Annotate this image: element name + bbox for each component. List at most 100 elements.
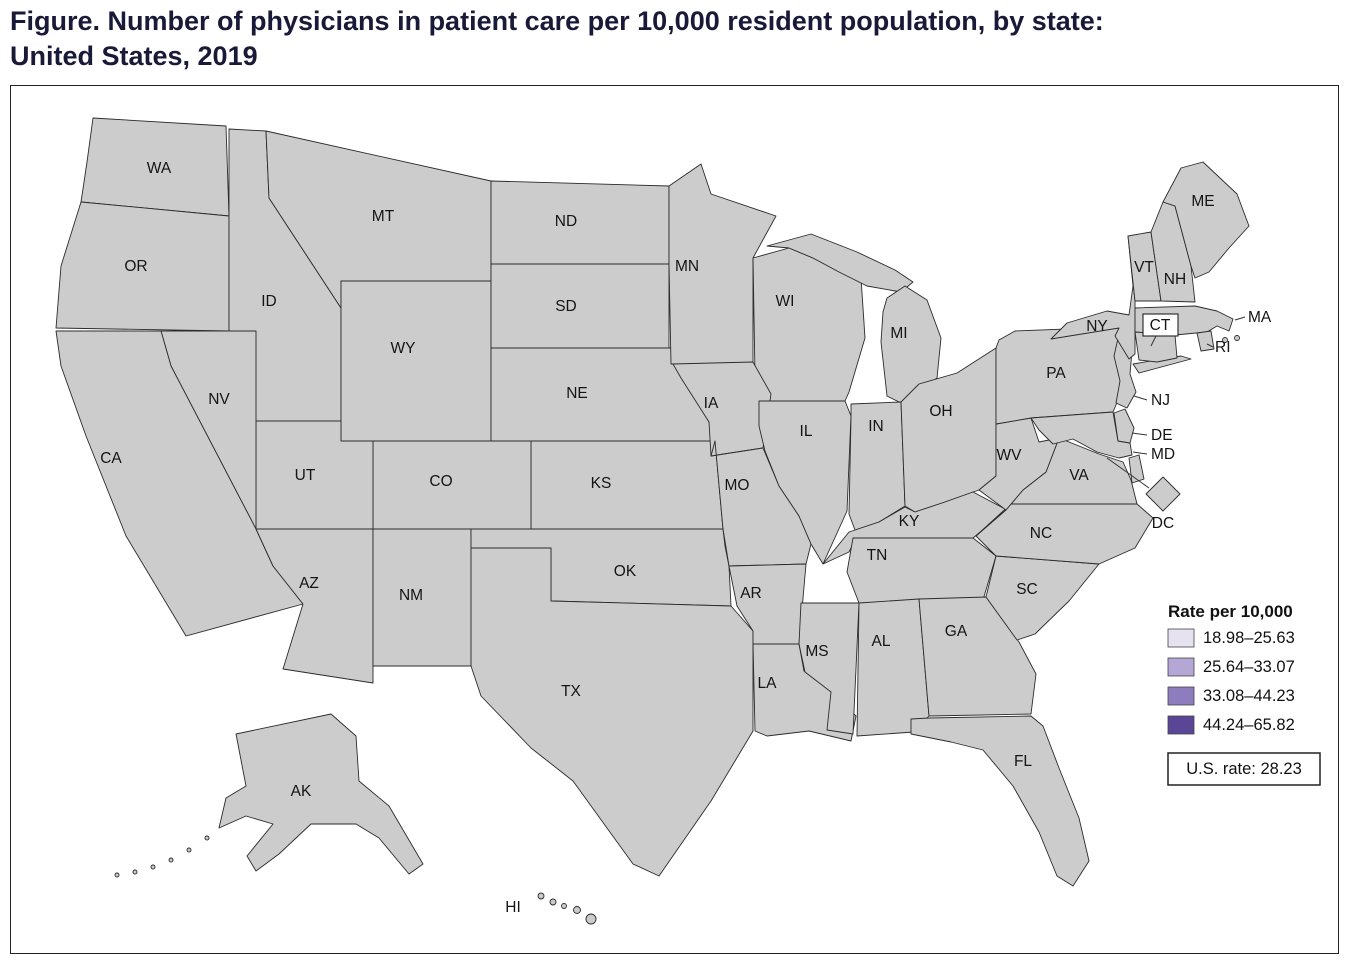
state-label-id: ID <box>261 293 277 310</box>
state-ak-aleutian-4 <box>150 864 156 870</box>
state-label-ok: OK <box>614 563 637 580</box>
state-label-de: DE <box>1151 427 1173 444</box>
state-dc-diamond <box>1145 476 1181 512</box>
legend-label-2: 25.64–33.07 <box>1203 658 1295 676</box>
state-label-ga: GA <box>945 623 968 640</box>
state-labels: WA OR CA NV ID MT WY UT AZ CO NM ND SD N… <box>100 160 1272 916</box>
state-label-ks: KS <box>591 475 612 492</box>
ct-label-box <box>1142 313 1179 337</box>
state-sd <box>490 263 670 349</box>
figure-title-line1: Figure. Number of physicians in patient … <box>10 6 1104 36</box>
state-label-la: LA <box>758 675 778 692</box>
state-ak-aleutian-1 <box>204 835 210 841</box>
state-wy <box>340 280 492 442</box>
state-hi-island-1 <box>537 892 545 900</box>
state-label-nv: NV <box>208 391 230 408</box>
leader-dc <box>1106 457 1150 489</box>
state-label-mo: MO <box>725 477 750 494</box>
state-ri <box>1196 330 1215 352</box>
state-label-ak: AK <box>291 783 312 800</box>
state-label-or: OR <box>124 258 147 275</box>
state-label-nc: NC <box>1030 525 1052 542</box>
state-label-ms: MS <box>805 643 828 660</box>
state-me <box>1162 161 1250 279</box>
us-choropleth-map: WA OR CA NV ID MT WY UT AZ CO NM ND SD N… <box>55 117 1321 925</box>
state-label-wy: WY <box>391 340 416 357</box>
figure-title-line2: United States, 2019 <box>10 40 258 71</box>
state-label-az: AZ <box>299 575 319 592</box>
state-ak <box>218 713 424 875</box>
state-label-sd: SD <box>555 298 577 315</box>
state-label-ny: NY <box>1086 318 1108 335</box>
legend-title: Rate per 10,000 <box>1168 602 1293 621</box>
state-label-ia: IA <box>704 395 719 412</box>
state-ak-aleutian-2 <box>186 847 192 853</box>
state-fl <box>910 715 1090 887</box>
leader-lines <box>1106 316 1246 489</box>
legend-label-3: 33.08–44.23 <box>1203 687 1295 705</box>
state-label-dc: DC <box>1152 515 1174 532</box>
state-ms <box>798 602 860 735</box>
state-ak-aleutian-3 <box>168 857 174 863</box>
state-label-nj: NJ <box>1151 392 1170 409</box>
state-label-md: MD <box>1151 446 1175 463</box>
leader-md <box>1132 451 1148 455</box>
map-panel: WA OR CA NV ID MT WY UT AZ CO NM ND SD N… <box>10 85 1339 954</box>
state-label-co: CO <box>429 473 452 490</box>
state-label-ar: AR <box>740 585 762 602</box>
leader-nj <box>1133 395 1148 401</box>
state-ma-island-2 <box>1234 335 1240 341</box>
state-nd <box>490 180 670 265</box>
state-label-ma: MA <box>1248 309 1272 326</box>
state-ak-aleutian-6 <box>114 872 120 878</box>
legend-swatch-3 <box>1167 686 1195 706</box>
state-label-sc: SC <box>1016 581 1038 598</box>
legend-swatch-1 <box>1167 628 1195 648</box>
state-label-wa: WA <box>147 160 172 177</box>
state-ak-aleutian-5 <box>132 869 138 875</box>
state-label-tn: TN <box>867 547 888 564</box>
state-label-ky: KY <box>899 513 920 530</box>
leader-de <box>1131 432 1148 436</box>
state-label-me: ME <box>1191 193 1214 210</box>
us-rate-label: U.S. rate: 28.23 <box>1186 760 1302 778</box>
leader-ct <box>1150 335 1157 347</box>
state-label-ut: UT <box>295 467 316 484</box>
state-label-mt: MT <box>372 208 395 225</box>
state-tx <box>470 547 754 877</box>
leader-ri <box>1206 343 1214 348</box>
state-hi-island-5 <box>585 913 597 925</box>
state-label-vt: VT <box>1134 259 1154 276</box>
state-label-va: VA <box>1069 467 1089 484</box>
state-label-hi: HI <box>505 899 521 916</box>
leader-ma <box>1234 316 1246 321</box>
state-il <box>758 400 852 565</box>
state-label-al: AL <box>872 633 891 650</box>
legend-swatch-2 <box>1167 657 1195 677</box>
us-rate-box <box>1167 752 1321 786</box>
state-label-ri: RI <box>1215 339 1231 356</box>
state-label-il: IL <box>800 423 813 440</box>
state-al <box>856 598 930 737</box>
state-label-in: IN <box>868 418 884 435</box>
state-label-tx: TX <box>561 683 581 700</box>
state-label-ca: CA <box>100 450 122 467</box>
state-de <box>1113 408 1135 444</box>
state-hi-island-2 <box>549 898 557 906</box>
legend: Rate per 10,000 18.98–25.63 25.64–33.07 … <box>1167 602 1321 786</box>
state-label-nd: ND <box>555 213 577 230</box>
state-ks <box>530 440 724 530</box>
legend-swatch-4 <box>1167 715 1195 735</box>
state-hi-island-4 <box>573 906 581 914</box>
state-label-fl: FL <box>1014 753 1032 770</box>
state-label-wv: WV <box>997 447 1023 464</box>
state-label-wi: WI <box>776 293 795 310</box>
state-label-mn: MN <box>675 258 699 275</box>
state-label-ne: NE <box>566 385 588 402</box>
state-label-nm: NM <box>399 587 423 604</box>
state-hi-island-3 <box>561 903 567 909</box>
states-layer <box>55 117 1250 925</box>
state-label-oh: OH <box>929 403 952 420</box>
state-label-ct: CT <box>1150 317 1171 334</box>
